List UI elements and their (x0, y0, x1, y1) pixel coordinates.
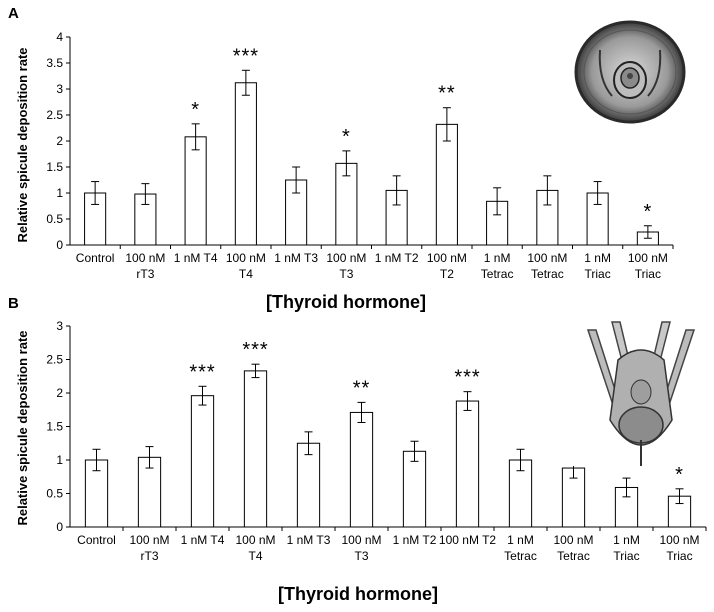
panel-a-category-label: Triac (585, 267, 611, 281)
panel-b-category-label: 1 nM T3 (287, 533, 331, 547)
panel-a-x-axis-label: [Thyroid hormone] (266, 292, 426, 312)
panel-b-y-tick-label: 2.5 (46, 353, 63, 367)
panel-b-category-label: 100 nM (235, 533, 275, 547)
panel-a-category-label: 100 nM (527, 251, 567, 265)
panel-a-category-label: Triac (635, 267, 661, 281)
panel-a-category-label: T4 (239, 267, 253, 281)
panel-a-category-label: T3 (339, 267, 353, 281)
panel-a-y-axis-label: Relative spicule deposition rate (15, 47, 30, 242)
panel-a-category-label: 1 nM T2 (375, 251, 419, 265)
panel-b-chart: B Relative spicule deposition rate 0 0.5 1… (8, 295, 707, 604)
panel-b-category-label: 1 nM (613, 533, 640, 547)
panel-a-y-tick-label: 1 (56, 186, 63, 200)
panel-b-category-label: Tetrac (557, 549, 590, 563)
panel-a-category-label: Control (76, 251, 115, 265)
panel-b-significance-marker: ** (353, 377, 371, 399)
panel-a-bar (184, 136, 207, 246)
panel-a-y-tick-label: 4 (56, 30, 63, 44)
panel-a-category-label: 1 nM (584, 251, 611, 265)
panel-a-category-label: rT3 (136, 267, 154, 281)
panel-b-bar (402, 450, 427, 528)
panel-a-y-tick-label: 3.5 (46, 56, 63, 70)
panel-b-bar (243, 370, 268, 528)
panel-b-category-label: 1 nM (507, 533, 534, 547)
panel-b-significance-marker: *** (242, 339, 268, 361)
panel-b-y-tick-label: 2 (56, 386, 63, 400)
panel-a-category-label: Tetrac (531, 267, 564, 281)
panel-b-x-axis-label: [Thyroid hormone] (278, 584, 438, 604)
panel-b-category-label: 1 nM T2 (393, 533, 437, 547)
panel-b-category-label: T3 (354, 549, 368, 563)
panel-a-category-label: 100 nM (326, 251, 366, 265)
panel-a-y-tick-label: 0 (56, 238, 63, 252)
panel-a-significance-marker: *** (233, 45, 259, 67)
panel-a-y-tick-label: 2 (56, 134, 63, 148)
panel-b-category-label: Triac (666, 549, 692, 563)
panel-a-y-tick-label: 2.5 (46, 108, 63, 122)
panel-b-significance-marker: *** (189, 361, 215, 383)
panel-a-category-label: 100 nM (427, 251, 467, 265)
panel-a-significance-marker: * (342, 126, 351, 148)
panel-a-y-tick-label: 0.5 (46, 212, 63, 226)
panel-b-category-label: 100 nM (341, 533, 381, 547)
panel-a-bar (234, 82, 257, 246)
panel-a-y-tick-label: 1.5 (46, 160, 63, 174)
panel-b-category-label: Tetrac (504, 549, 537, 563)
panel-b-bar (455, 400, 480, 528)
panel-a-y-tick-label: 3 (56, 82, 63, 96)
panel-b-category-label: 100 nM (129, 533, 169, 547)
panel-a-category-label: 100 nM (125, 251, 165, 265)
panel-b-category-label: 1 nM T4 (181, 533, 225, 547)
panel-a-letter: A (8, 5, 19, 22)
panel-a-category-label: 1 nM T4 (174, 251, 218, 265)
panel-b-significance-marker: * (675, 464, 684, 486)
panel-b-y-tick-label: 1 (56, 453, 63, 467)
panel-b-category-label: 100 nM T2 (439, 533, 496, 547)
panel-b-y-axis-label: Relative spicule deposition rate (15, 330, 30, 525)
panel-b-category-label: T4 (248, 549, 262, 563)
panel-a-significance-marker: * (191, 99, 200, 121)
panel-b-category-label: rT3 (141, 549, 159, 563)
panel-a-category-label: T2 (440, 267, 454, 281)
panel-b-y-tick-label: 1.5 (46, 420, 63, 434)
panel-a-significance-marker: * (643, 201, 652, 223)
panel-b-bar (296, 442, 321, 528)
panel-a-category-label: 100 nM (628, 251, 668, 265)
panel-b-category-label: Triac (613, 549, 639, 563)
panel-b-bar (190, 395, 215, 528)
panel-b-bar (349, 411, 374, 528)
panel-a-category-label: Tetrac (481, 267, 514, 281)
panel-a-chart: A Relative spicule deposition rate 0 0.5 1… (8, 5, 696, 312)
panel-a-category-label: 1 nM T3 (274, 251, 318, 265)
panel-a-significance-marker: ** (438, 83, 456, 105)
panel-a-category-label: 100 nM (226, 251, 266, 265)
panel-a-category-label: 1 nM (484, 251, 511, 265)
panel-a-bar (435, 123, 458, 246)
panel-b-y-tick-label: 0.5 (46, 487, 63, 501)
panel-b-letter: B (8, 295, 19, 312)
panel-b-significance-marker: *** (454, 367, 480, 389)
panel-a-larva-inset-image (566, 10, 696, 128)
panel-b-category-label: 100 nM (659, 533, 699, 547)
panel-b-category-label: 100 nM (553, 533, 593, 547)
panel-b-category-label: Control (77, 533, 116, 547)
panel-a-plot-area: 0 0.5 1 1.5 2 2.5 3 3.5 4 Control 100 nM rT3 * 1 nM T… (46, 30, 674, 281)
panel-b-y-tick-label: 3 (56, 319, 63, 333)
panel-b-y-tick-label: 0 (56, 520, 63, 534)
panel-b-pluteus-inset-image (566, 318, 704, 466)
